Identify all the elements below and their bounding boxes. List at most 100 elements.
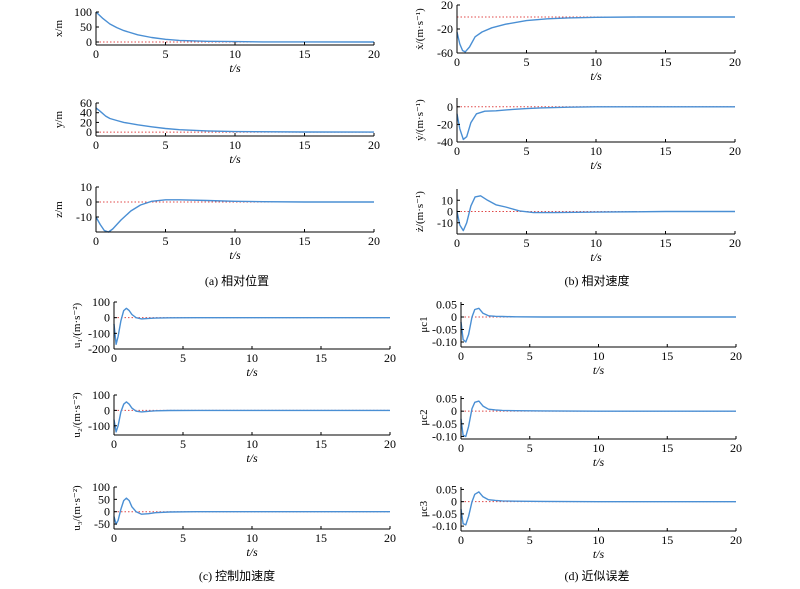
x-tick-label: 5 [527,533,533,547]
y-tick-label: 10 [441,193,453,207]
x-tick-label: 15 [315,351,327,365]
panel-vx: 0 5 10 15 20 -60 -20 20 t/s ẋ/(m·s⁻¹) [414,0,741,83]
y-tick-label: 0.05 [436,392,457,406]
x-tick-label: 10 [229,47,241,61]
x-tick-label: 20 [384,531,396,545]
x-tick-label: 15 [661,349,673,363]
x-tick-label: 0 [454,144,460,158]
series-line [95,199,374,233]
y-tick-label: 50 [80,20,92,34]
series-line [460,307,736,343]
series-line [113,401,390,433]
x-tick-label: 0 [111,351,117,365]
x-tick-label: 5 [180,437,186,451]
y-axis-label: u₃/(m·s⁻²) [71,485,83,531]
x-axis-label: t/s [246,451,258,465]
x-tick-label: 0 [458,349,464,363]
x-axis-label: t/s [590,69,602,83]
y-tick-label: 40 [80,106,92,120]
x-tick-label: 15 [315,531,327,545]
y-tick-label: -20 [437,22,453,36]
y-tick-label: -0.05 [432,507,457,521]
x-tick-label: 5 [180,531,186,545]
x-tick-label: 0 [458,533,464,547]
y-tick-label: 0 [104,311,110,325]
x-tick-label: 15 [661,533,673,547]
x-tick-label: 10 [590,144,602,158]
y-axis-label: μc1 [418,316,430,332]
y-tick-label: -0.10 [432,519,457,533]
x-axis-label: t/s [590,250,602,264]
x-tick-label: 10 [590,236,602,250]
y-tick-label: -0.05 [432,323,457,337]
x-tick-label: 10 [229,234,241,248]
x-tick-label: 0 [93,47,99,61]
y-tick-label: 0 [447,205,453,219]
x-axis-label: t/s [593,363,605,377]
y-axis-label: x/m [53,20,65,38]
caption-relative-velocity: (b) 相对速度 [565,273,630,288]
series-line [95,107,375,133]
x-tick-label: 20 [729,55,741,69]
x-tick-label: 10 [246,437,258,451]
x-tick-label: 20 [368,138,380,152]
y-tick-label: -200 [88,342,110,356]
y-tick-label: -100 [88,326,110,340]
x-tick-label: 5 [180,351,186,365]
x-tick-label: 10 [590,55,602,69]
x-tick-label: 0 [111,531,117,545]
x-tick-label: 0 [454,55,460,69]
x-tick-label: 0 [93,138,99,152]
y-tick-label: -10 [437,216,453,230]
x-tick-label: 10 [246,531,258,545]
x-tick-label: 10 [593,349,605,363]
x-axis-label: t/s [246,365,258,379]
x-tick-label: 5 [524,236,530,250]
x-tick-label: 20 [730,533,742,547]
x-tick-label: 20 [730,441,742,455]
y-tick-label: 0 [447,100,453,114]
x-tick-label: 10 [593,441,605,455]
y-tick-label: -10 [76,210,92,224]
y-tick-label: 0 [104,403,110,417]
caption-control-acceleration: (c) 控制加速度 [199,568,275,583]
series-line [95,11,375,43]
x-tick-label: 5 [524,144,530,158]
x-axis-label: t/s [593,547,605,561]
series-line [456,195,735,232]
x-tick-label: 15 [660,144,672,158]
caption-relative-position: (a) 相对位置 [205,273,269,288]
y-axis-label: ẋ/(m·s⁻¹) [414,8,426,50]
y-tick-label: -100 [88,419,110,433]
y-tick-label: 0.05 [436,482,457,496]
x-tick-label: 20 [368,234,380,248]
y-axis-label: μc2 [418,409,430,425]
x-tick-label: 15 [661,441,673,455]
y-tick-label: -0.10 [432,335,457,349]
x-tick-label: 5 [527,349,533,363]
x-tick-label: 5 [524,55,530,69]
y-tick-label: -40 [437,135,453,149]
x-axis-label: t/s [229,61,241,75]
x-tick-label: 0 [93,234,99,248]
y-tick-label: 0 [104,505,110,519]
x-tick-label: 15 [315,437,327,451]
x-axis-label: t/s [590,158,602,172]
x-tick-label: 15 [660,236,672,250]
y-tick-label: 100 [92,388,110,402]
y-tick-label: 0 [86,125,92,139]
x-tick-label: 20 [368,47,380,61]
series-line [460,400,736,438]
y-tick-label: 100 [74,5,92,19]
series-line [456,16,735,53]
y-axis-label: u₂/(m·s⁻²) [71,392,83,438]
series-line [456,106,735,141]
y-tick-label: 0 [451,310,457,324]
